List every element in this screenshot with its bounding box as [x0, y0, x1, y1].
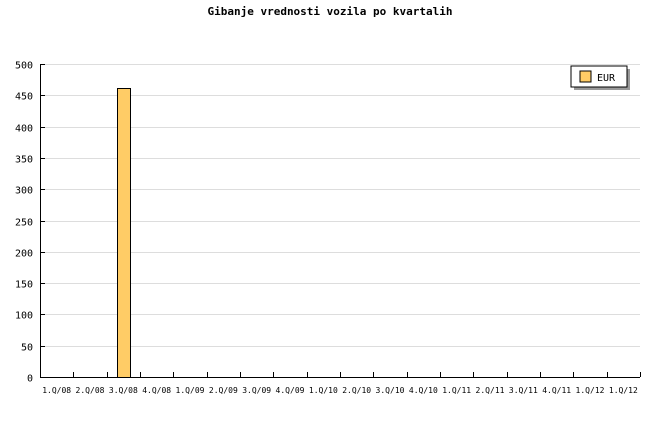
- x-tick-label: 3.Q/11: [509, 386, 538, 395]
- x-tick-label: 1.Q/09: [176, 386, 205, 395]
- y-tick-label: 350: [15, 155, 33, 166]
- x-tick-label: 2.Q/11: [476, 386, 505, 395]
- legend: EUR: [570, 65, 630, 90]
- y-tick-label: 250: [15, 218, 33, 229]
- legend-swatch: [579, 70, 592, 83]
- y-tick-label: 0: [27, 374, 33, 385]
- x-tick-label: 4.Q/08: [142, 386, 171, 395]
- legend-label: EUR: [597, 73, 616, 84]
- x-tick-label: 1.Q/12: [609, 386, 638, 395]
- y-tick-label: 300: [15, 186, 33, 197]
- x-tick-label: 4.Q/10: [409, 386, 438, 395]
- bar-3.Q/08: [117, 88, 131, 378]
- y-tick-label: 200: [15, 249, 33, 260]
- y-tick-label: 150: [15, 280, 33, 291]
- y-tick-label: 100: [15, 311, 33, 322]
- x-tick-label: 4.Q/09: [276, 386, 305, 395]
- x-tick-label: 1.Q/10: [309, 386, 338, 395]
- y-tick-label: 500: [15, 61, 33, 72]
- y-tick-label: 50: [21, 343, 33, 354]
- x-tick-label: 1.Q/11: [442, 386, 471, 395]
- x-tick-label: 2.Q/08: [76, 386, 105, 395]
- y-tick-label: 450: [15, 92, 33, 103]
- y-tick-label: 400: [15, 124, 33, 135]
- x-tick-label: 2.Q/09: [209, 386, 238, 395]
- x-tick-label: 1.Q/08: [42, 386, 71, 395]
- x-tick-label: 2.Q/10: [342, 386, 371, 395]
- x-tick-label: 1.Q/12: [576, 386, 605, 395]
- x-tick-label: 3.Q/08: [109, 386, 138, 395]
- x-tick-label: 4.Q/11: [542, 386, 571, 395]
- x-tick-label: 3.Q/10: [376, 386, 405, 395]
- chart-title: Gibanje vrednosti vozila po kvartalih: [207, 5, 452, 18]
- x-tick-label: 3.Q/09: [242, 386, 271, 395]
